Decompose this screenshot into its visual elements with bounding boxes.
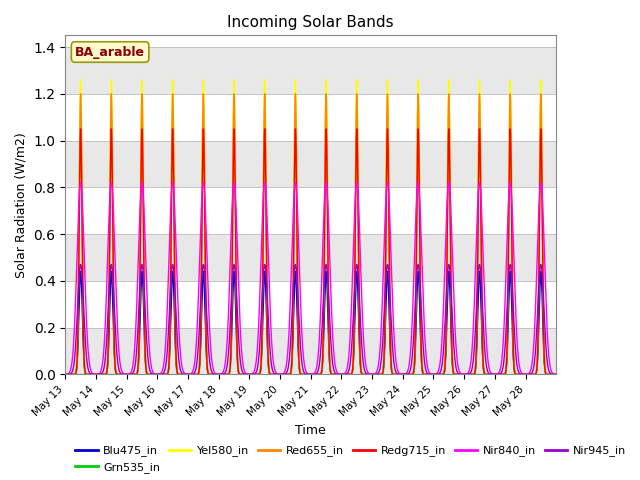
Redg715_in (105, 290, 113, 296)
Y-axis label: Solar Radiation (W/m2): Solar Radiation (W/m2) (15, 132, 28, 278)
Nir840_in (441, 257, 449, 263)
Bar (65, 141, 556, 187)
Nir945_in (552, 372, 560, 377)
Yel580_in (511, 363, 518, 369)
Yel580_in (105, 265, 113, 271)
Nir945_in (105, 287, 113, 292)
Red655_in (105, 271, 113, 276)
Nir945_in (61, 372, 69, 377)
Red655_in (230, 98, 238, 104)
Red655_in (511, 364, 518, 370)
Blu475_in (77, 269, 84, 275)
Redg715_in (230, 133, 238, 139)
Red655_in (552, 372, 560, 377)
Blu475_in (477, 300, 484, 305)
Blu475_in (197, 343, 205, 348)
Nir840_in (105, 211, 113, 216)
Yel580_in (197, 309, 205, 315)
Redg715_in (477, 218, 484, 224)
Bar (65, 281, 556, 328)
Text: BA_arable: BA_arable (75, 46, 145, 59)
Line: Grn535_in: Grn535_in (65, 117, 556, 374)
Nir945_in (197, 297, 205, 303)
Bar (65, 47, 556, 94)
Grn535_in (230, 122, 238, 128)
Blu475_in (441, 362, 449, 368)
Blu475_in (61, 372, 69, 377)
Line: Nir945_in: Nir945_in (65, 264, 556, 374)
Blu475_in (552, 372, 560, 377)
Yel580_in (477, 180, 484, 186)
Bar (65, 234, 556, 281)
Nir840_in (511, 269, 518, 275)
Line: Redg715_in: Redg715_in (65, 129, 556, 374)
Grn535_in (552, 372, 560, 377)
Nir945_in (77, 262, 84, 267)
Title: Incoming Solar Bands: Incoming Solar Bands (227, 15, 394, 30)
Blu475_in (105, 327, 113, 333)
Blu475_in (230, 271, 238, 276)
Nir840_in (230, 180, 238, 186)
Red655_in (197, 312, 205, 318)
Grn535_in (511, 369, 518, 374)
Redg715_in (552, 372, 560, 377)
Red655_in (477, 189, 484, 195)
Line: Nir840_in: Nir840_in (65, 183, 556, 374)
Grn535_in (61, 372, 69, 377)
Redg715_in (511, 367, 518, 372)
Redg715_in (61, 372, 69, 377)
Red655_in (441, 357, 449, 363)
Nir840_in (477, 193, 484, 199)
Yel580_in (230, 84, 238, 90)
Grn535_in (105, 299, 113, 304)
Redg715_in (197, 326, 205, 332)
Nir945_in (230, 263, 238, 268)
Nir840_in (61, 372, 69, 377)
Redg715_in (77, 126, 84, 132)
Nir945_in (441, 319, 449, 325)
Line: Blu475_in: Blu475_in (65, 272, 556, 374)
Line: Yel580_in: Yel580_in (65, 80, 556, 374)
X-axis label: Time: Time (296, 423, 326, 436)
Line: Red655_in: Red655_in (65, 94, 556, 374)
Red655_in (77, 91, 84, 96)
Nir840_in (552, 372, 560, 377)
Yel580_in (441, 356, 449, 362)
Redg715_in (441, 361, 449, 367)
Nir945_in (511, 327, 518, 333)
Yel580_in (552, 372, 560, 377)
Blu475_in (511, 366, 518, 372)
Red655_in (61, 372, 69, 377)
Yel580_in (77, 77, 84, 83)
Grn535_in (77, 114, 84, 120)
Grn535_in (197, 334, 205, 339)
Bar (65, 187, 556, 234)
Legend: Blu475_in, Grn535_in, Yel580_in, Red655_in, Redg715_in, Nir840_in, Nir945_in: Blu475_in, Grn535_in, Yel580_in, Red655_… (71, 441, 630, 477)
Nir840_in (77, 180, 84, 186)
Grn535_in (441, 365, 449, 371)
Nir945_in (477, 273, 484, 278)
Yel580_in (61, 372, 69, 377)
Grn535_in (477, 220, 484, 226)
Nir840_in (197, 225, 205, 231)
Bar (65, 328, 556, 374)
Bar (65, 94, 556, 141)
